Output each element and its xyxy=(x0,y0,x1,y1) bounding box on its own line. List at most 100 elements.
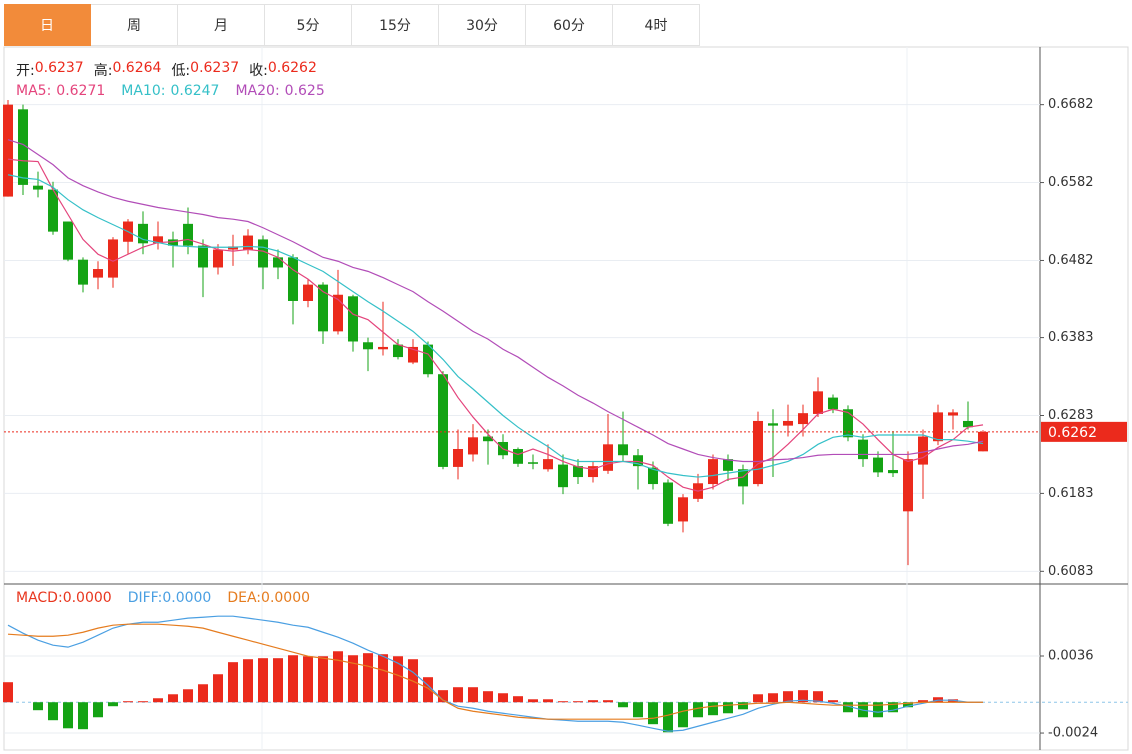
macd-bar xyxy=(183,689,193,703)
candle-body xyxy=(33,185,43,190)
legend-value: 0.6264 xyxy=(112,60,162,76)
ma-line xyxy=(7,158,984,492)
macd-line xyxy=(7,623,983,720)
macd-bar xyxy=(483,691,493,703)
macd-bar xyxy=(588,700,598,703)
y-tick-label: 0.6682 xyxy=(1048,97,1094,112)
candle-body xyxy=(408,346,418,363)
macd-bar xyxy=(63,702,73,729)
macd-bar xyxy=(288,655,298,703)
legend-key: MA10: xyxy=(121,83,166,99)
candle-body xyxy=(153,236,163,244)
macd-bar xyxy=(678,702,688,728)
candle-body xyxy=(423,344,433,375)
y-tick-label: 0.0036 xyxy=(1048,649,1094,664)
candle-body xyxy=(708,459,718,485)
macd-bar xyxy=(213,674,223,703)
macd-bar xyxy=(843,702,853,713)
candle-body xyxy=(453,449,463,467)
candle-body xyxy=(303,284,313,301)
candle-body xyxy=(648,467,658,485)
candle-body xyxy=(138,223,148,244)
period-tab[interactable]: 月 xyxy=(178,4,265,46)
macd-bar xyxy=(543,699,553,703)
period-tab[interactable]: 30分 xyxy=(439,4,526,46)
y-tick-label: 0.6482 xyxy=(1048,253,1094,268)
candle-body xyxy=(168,239,178,246)
candle-body xyxy=(183,223,193,246)
macd-bar xyxy=(513,696,523,703)
macd-bar xyxy=(363,653,373,703)
period-tab[interactable]: 4时 xyxy=(613,4,700,46)
candle-body xyxy=(798,413,808,425)
candle-body xyxy=(588,466,598,478)
candle-body xyxy=(528,462,538,464)
period-tab[interactable]: 5分 xyxy=(265,4,352,46)
period-tab[interactable]: 日 xyxy=(4,4,91,46)
candle-body xyxy=(738,469,748,487)
legend-value: 0.6271 xyxy=(56,83,106,99)
candle-body xyxy=(48,189,58,232)
macd-bar xyxy=(708,702,718,716)
macd-line xyxy=(7,615,983,732)
legend-key: 开: xyxy=(16,63,35,79)
y-tick-label: 0.6283 xyxy=(1048,408,1094,423)
macd-bar xyxy=(78,702,88,730)
macd-bar xyxy=(33,702,43,711)
macd-bar xyxy=(753,694,763,703)
period-tab[interactable]: 15分 xyxy=(352,4,439,46)
candle-body xyxy=(378,346,388,350)
candle-body xyxy=(723,459,733,471)
macd-bar xyxy=(498,693,508,703)
candle-body xyxy=(828,397,838,410)
ma-line xyxy=(7,174,984,478)
macd-bar xyxy=(258,658,268,703)
candle-body xyxy=(213,249,223,268)
macd-bar xyxy=(903,702,913,708)
candle-body xyxy=(678,497,688,522)
period-tab[interactable]: 60分 xyxy=(526,4,613,46)
macd-bar xyxy=(738,702,748,710)
candle-body xyxy=(228,246,238,250)
macd-bar xyxy=(528,699,538,703)
candle-body xyxy=(858,439,868,460)
candle-body xyxy=(198,245,208,268)
candle-body xyxy=(78,259,88,285)
macd-bar xyxy=(453,687,463,703)
candle-body xyxy=(468,437,478,455)
candle-body xyxy=(813,391,823,414)
legend-value: 0.6237 xyxy=(34,60,84,76)
candle-body xyxy=(273,257,283,268)
macd-bar xyxy=(48,702,58,721)
candle-body xyxy=(63,221,73,260)
macd-bar xyxy=(468,687,478,703)
macd-bar xyxy=(123,701,133,703)
candle-body xyxy=(18,109,28,185)
y-tick-label: 0.6582 xyxy=(1048,175,1094,190)
candle-body xyxy=(873,457,883,473)
candle-body xyxy=(543,459,553,470)
macd-bar xyxy=(108,702,118,707)
macd-bar xyxy=(333,651,343,703)
candle-body xyxy=(558,464,568,488)
macd-bar xyxy=(393,656,403,703)
macd-bar xyxy=(798,690,808,703)
candle-body xyxy=(618,444,628,456)
legend-key: MA5: xyxy=(16,83,52,99)
macd-bar xyxy=(198,684,208,703)
macd-bar xyxy=(918,700,928,703)
macd-bar xyxy=(348,655,358,703)
macd-bar xyxy=(558,701,568,703)
macd-bar xyxy=(618,702,628,708)
candle-body xyxy=(438,374,448,467)
period-tab[interactable]: 周 xyxy=(91,4,178,46)
legend-key: DEA: xyxy=(227,590,262,606)
legend-key: 收: xyxy=(249,63,268,79)
candle-body xyxy=(93,269,103,278)
y-tick-label: 0.6383 xyxy=(1048,330,1094,345)
candle-body xyxy=(933,412,943,442)
macd-bar xyxy=(318,656,328,703)
macd-bar xyxy=(168,694,178,703)
candle-body xyxy=(903,459,913,512)
candle-body xyxy=(393,344,403,358)
